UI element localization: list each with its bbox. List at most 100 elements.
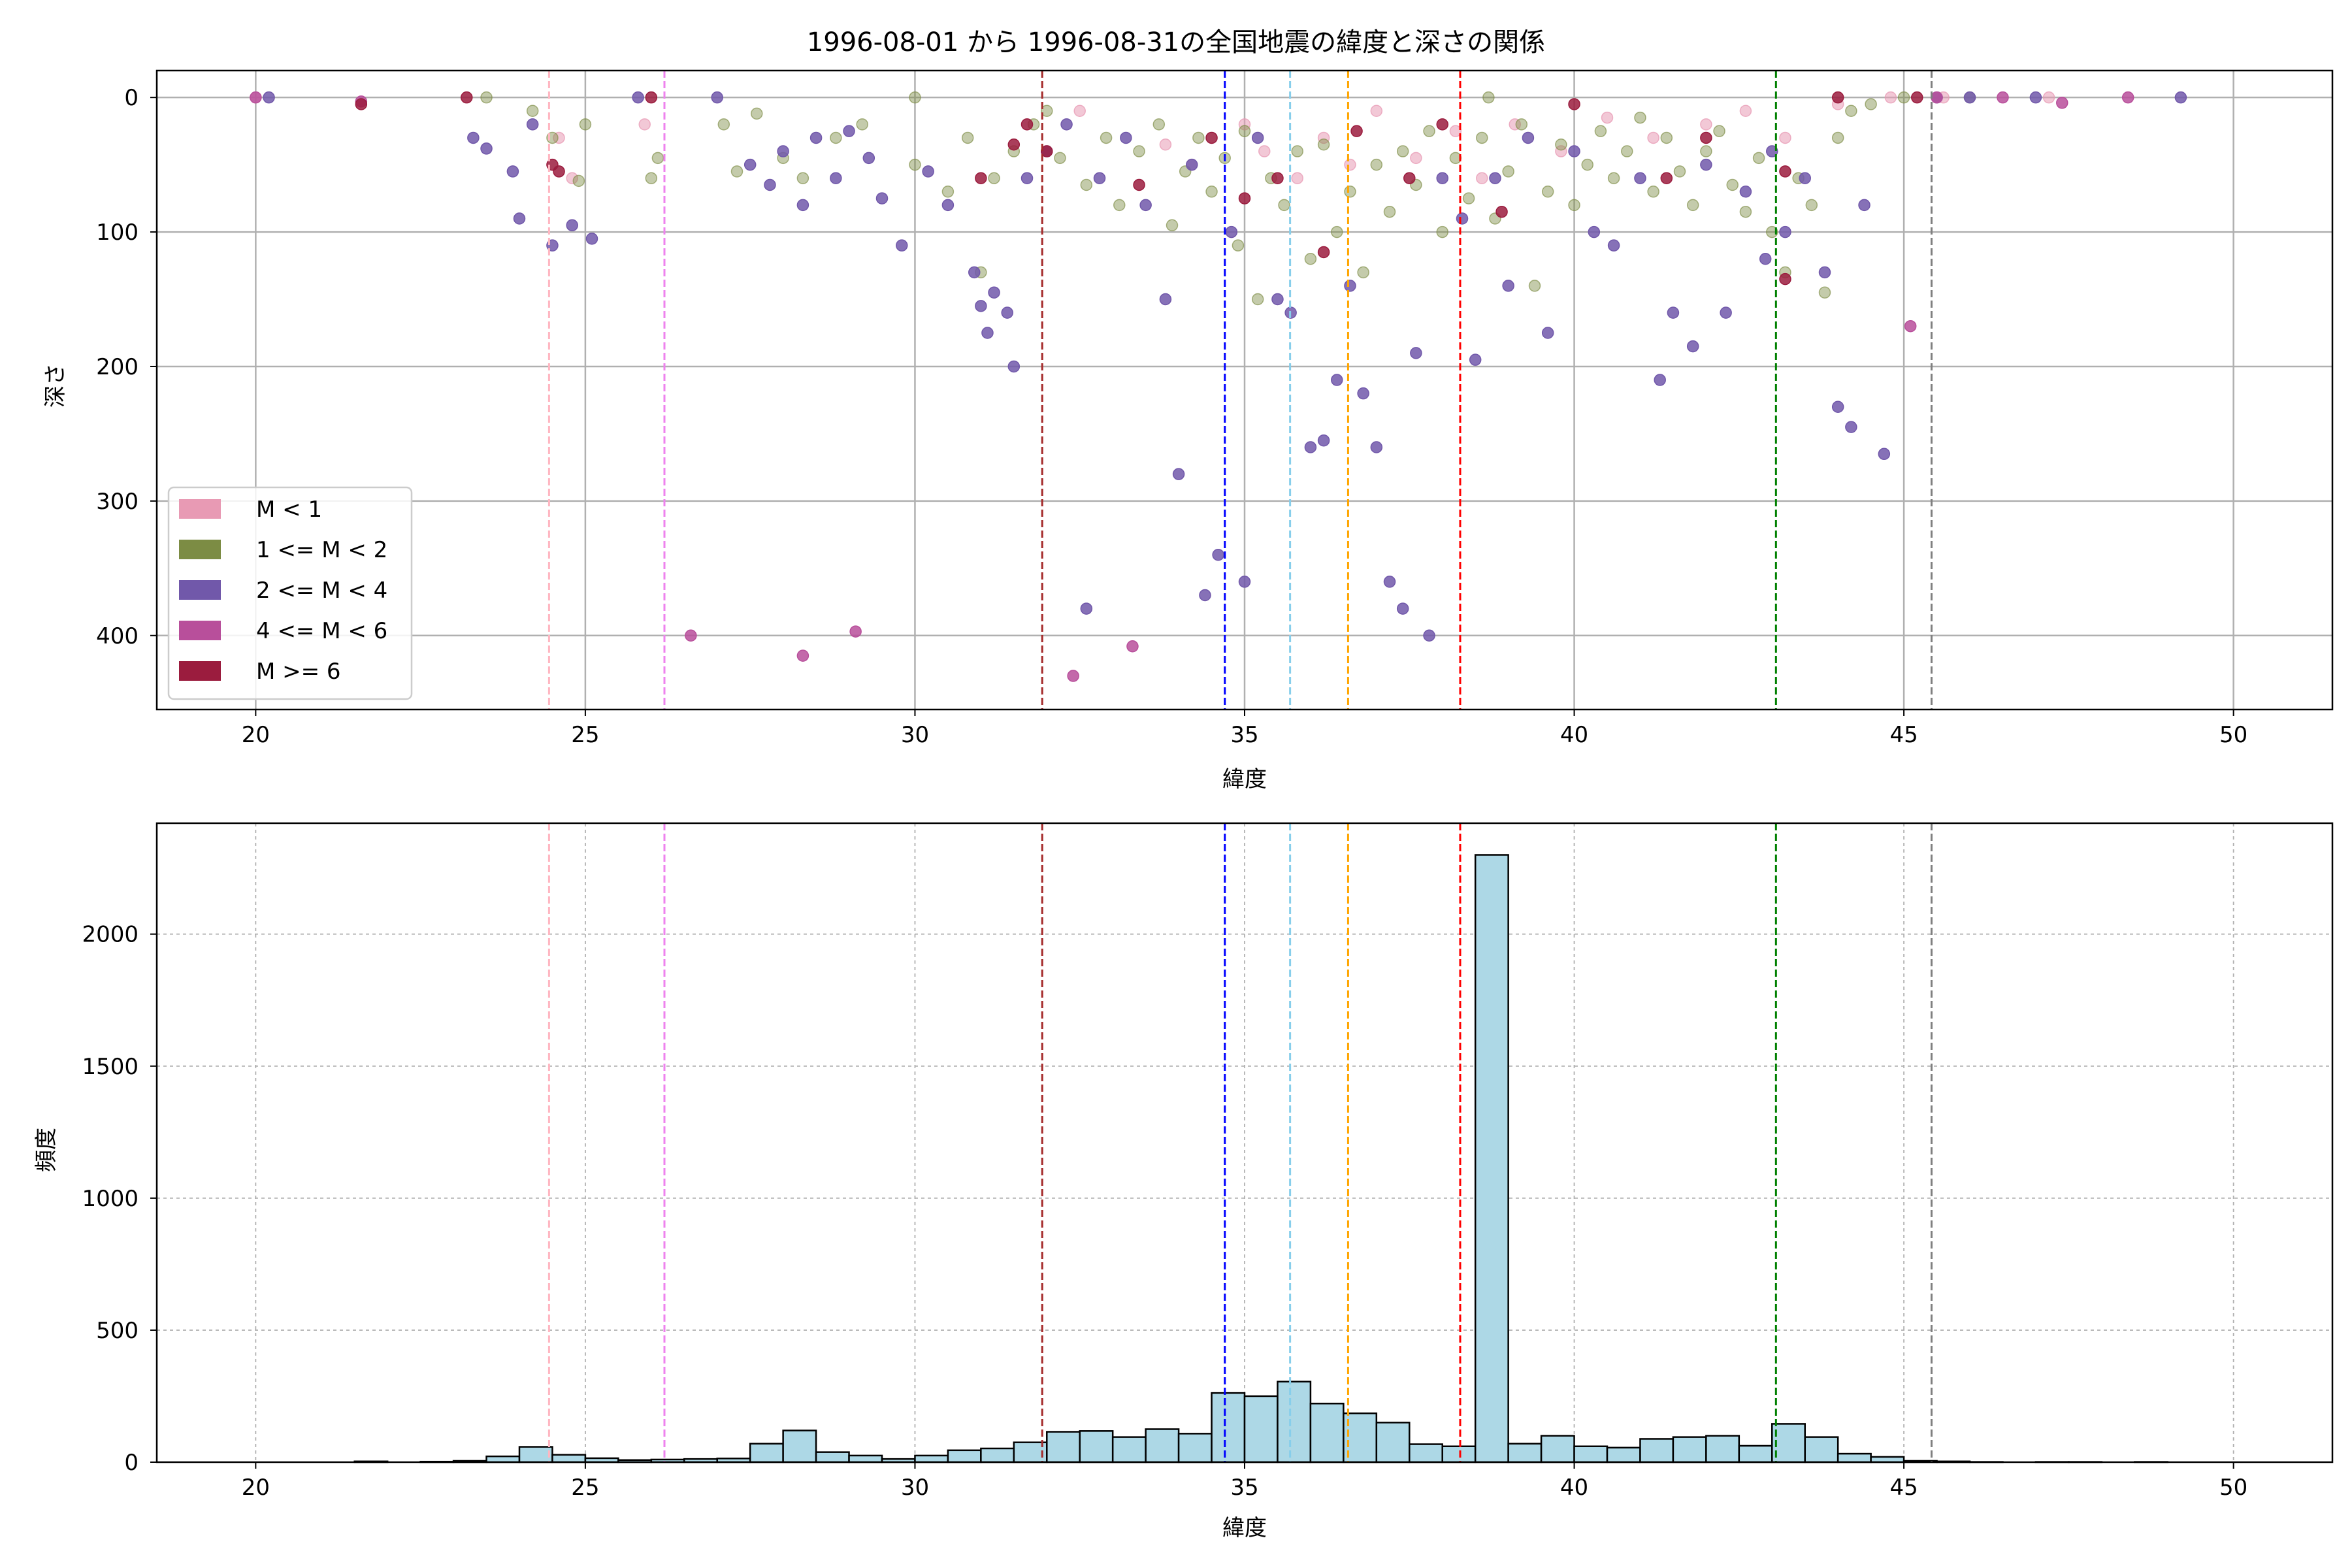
scatter-point — [638, 118, 651, 131]
histogram-bar — [1409, 1443, 1443, 1463]
histogram-reference-lines — [547, 823, 1933, 1462]
scatter-point — [896, 239, 908, 252]
scatter-point — [1818, 286, 1831, 299]
legend-label: M >= 6 — [256, 659, 341, 685]
scatter-point — [1482, 91, 1495, 104]
histogram-xtick-label: 35 — [1230, 1475, 1258, 1501]
scatter-point — [1331, 225, 1343, 238]
scatter-xlabel: 緯度 — [1222, 766, 1267, 792]
histogram-bar — [1277, 1380, 1312, 1463]
scatter-point — [1752, 152, 1765, 165]
scatter-point — [1080, 602, 1093, 615]
scatter-point — [1344, 280, 1356, 292]
scatter-point — [1845, 421, 1857, 433]
scatter-point — [909, 91, 921, 104]
scatter-point — [922, 165, 934, 178]
histogram-bar — [1606, 1446, 1641, 1463]
histogram-xtick-label: 25 — [571, 1475, 599, 1501]
scatter-point — [1370, 441, 1383, 453]
scatter-point — [1100, 131, 1113, 144]
scatter-point — [1383, 576, 1396, 588]
scatter-panel: 20 25 30 35 40 45 50 0 100 200 300 400 緯度 深さ M < 1 1… — [42, 69, 2334, 792]
scatter-point — [579, 118, 592, 131]
scatter-point — [1818, 266, 1831, 279]
scatter-point — [1357, 387, 1369, 400]
scatter-point — [1607, 172, 1620, 184]
scatter-point — [1515, 118, 1528, 131]
scatter-point — [1805, 199, 1818, 212]
scatter-xtick-label: 35 — [1230, 722, 1258, 748]
scatter-point — [1647, 131, 1659, 144]
scatter-point — [941, 186, 955, 198]
scatter-point — [1700, 145, 1712, 157]
histogram-bar — [1672, 1436, 1707, 1463]
histogram-xtick-label: 50 — [2219, 1475, 2247, 1501]
scatter-point — [1001, 306, 1013, 319]
scatter-point — [1436, 118, 1448, 131]
histogram-ylabel: 頻度 — [33, 1128, 59, 1172]
scatter-point — [1581, 158, 1593, 171]
scatter-point — [988, 172, 1000, 184]
scatter-point — [1258, 145, 1271, 157]
scatter-point — [553, 131, 565, 144]
scatter-point — [355, 98, 368, 110]
histogram-bar — [1639, 1438, 1674, 1463]
scatter-point — [1041, 105, 1053, 118]
scatter-point — [513, 212, 526, 225]
scatter-point — [1159, 293, 1172, 306]
legend-swatch — [179, 540, 221, 559]
scatter-point — [1700, 131, 1712, 144]
histogram-bar — [518, 1446, 553, 1463]
scatter-ytick-label: 200 — [96, 354, 139, 380]
scatter-point — [1331, 374, 1343, 386]
scatter-point — [1495, 205, 1508, 218]
scatter-point — [1133, 178, 1145, 191]
scatter-point — [1172, 468, 1185, 480]
histogram-bar — [1804, 1436, 1839, 1463]
scatter-point — [1041, 145, 1053, 157]
scatter-point — [1654, 374, 1666, 386]
scatter-point — [1601, 111, 1614, 124]
scatter-point — [1199, 589, 1211, 602]
scatter-point — [1113, 199, 1126, 212]
scatter-point — [1831, 400, 1844, 413]
histogram-ytick-label: 500 — [96, 1318, 139, 1344]
scatter-point — [1997, 91, 2009, 104]
scatter-point — [1739, 186, 1752, 198]
histogram-bar — [1046, 1431, 1081, 1463]
histogram-bar — [1573, 1445, 1609, 1463]
scatter-point — [1159, 138, 1172, 151]
scatter-point — [1779, 272, 1791, 286]
scatter-point — [796, 172, 809, 184]
scatter-point — [467, 131, 480, 144]
scatter-grid — [157, 71, 2332, 710]
scatter-point — [1686, 340, 1699, 353]
scatter-point — [1225, 225, 1238, 238]
scatter-point — [1541, 327, 1554, 339]
scatter-xtick-label: 30 — [901, 722, 929, 748]
scatter-point — [1238, 118, 1251, 131]
scatter-point — [506, 165, 519, 178]
scatter-point — [1205, 131, 1218, 144]
scatter-point — [1186, 158, 1198, 171]
histogram-bar — [848, 1454, 883, 1463]
histogram-ytick-label: 0 — [124, 1450, 139, 1476]
histogram-xtick-label: 45 — [1889, 1475, 1918, 1501]
scatter-point — [1911, 91, 1923, 104]
scatter-point — [1350, 125, 1363, 137]
histogram-bar — [1243, 1395, 1279, 1463]
scatter-point — [1502, 280, 1514, 292]
scatter-point — [843, 125, 855, 137]
scatter-point — [1897, 91, 1910, 104]
legend-label: 4 <= M < 6 — [256, 618, 387, 644]
scatter-point — [856, 118, 868, 131]
histogram-ytick-label: 1000 — [82, 1186, 139, 1212]
scatter-point — [1607, 239, 1620, 252]
scatter-point — [1396, 602, 1409, 615]
legend-swatch — [179, 621, 221, 640]
scatter-point — [480, 91, 493, 104]
histogram-bar — [1540, 1435, 1575, 1463]
scatter-point — [1878, 448, 1891, 461]
scatter-ytick-label: 0 — [124, 85, 139, 111]
